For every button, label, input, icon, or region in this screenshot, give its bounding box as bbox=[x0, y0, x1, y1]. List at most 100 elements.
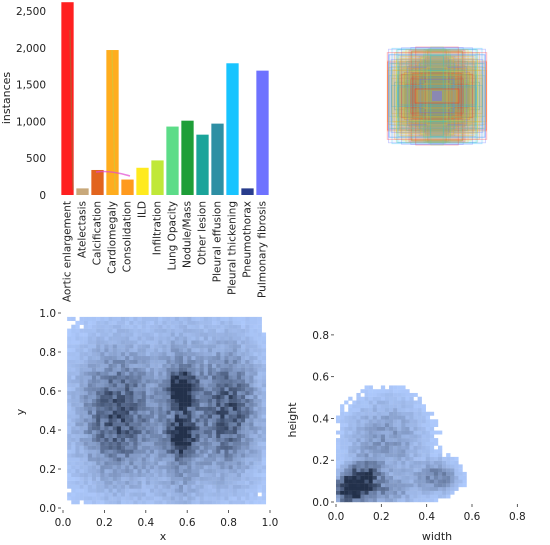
heatmap-cell bbox=[372, 471, 377, 476]
heatmap-cell bbox=[207, 402, 213, 407]
heatmap-cell bbox=[393, 404, 398, 409]
heatmap-cell bbox=[166, 418, 171, 423]
heatmap-cell bbox=[409, 396, 414, 401]
heatmap-cell bbox=[220, 406, 225, 411]
box bbox=[427, 48, 447, 144]
heatmap-cell bbox=[178, 387, 184, 392]
heatmap-cell bbox=[241, 414, 246, 419]
box bbox=[408, 71, 466, 121]
heatmap-cell bbox=[212, 352, 217, 357]
heatmap-cell bbox=[405, 430, 410, 435]
heatmap-cell bbox=[376, 434, 382, 439]
heatmap-cell bbox=[79, 422, 84, 427]
heatmap-cell bbox=[405, 456, 410, 461]
heatmap-cell bbox=[145, 344, 151, 349]
heatmap-cell bbox=[191, 402, 196, 407]
heatmap-cell bbox=[125, 328, 130, 333]
heatmap-cell bbox=[178, 328, 184, 333]
heatmap-cell bbox=[199, 449, 204, 454]
heatmap-cell bbox=[71, 433, 76, 438]
heatmap-cell bbox=[137, 336, 142, 341]
heatmap-cell bbox=[195, 316, 200, 321]
heatmap-cell bbox=[83, 457, 89, 462]
heatmap-cell bbox=[376, 430, 382, 435]
heatmap-cell bbox=[216, 500, 221, 505]
heatmap-cell bbox=[133, 453, 138, 458]
heatmap-cell bbox=[162, 320, 167, 325]
heatmap-cell bbox=[112, 359, 118, 364]
heatmap-cell bbox=[199, 437, 204, 442]
heatmap-cell bbox=[125, 402, 130, 407]
heatmap-cell bbox=[174, 406, 180, 411]
heatmap-cell bbox=[401, 408, 406, 412]
heatmap-cell bbox=[191, 461, 196, 466]
heatmap-cell bbox=[104, 488, 109, 493]
heatmap-cell bbox=[442, 475, 447, 480]
heatmap-cell bbox=[162, 332, 167, 337]
heatmap-cell bbox=[178, 359, 184, 364]
heatmap-cell bbox=[203, 469, 209, 474]
heatmap-cell bbox=[409, 456, 414, 461]
box bbox=[409, 84, 465, 108]
heatmap-cell bbox=[79, 363, 84, 368]
heatmap-cell bbox=[191, 469, 196, 474]
heatmap-cell bbox=[83, 472, 89, 477]
heatmap-cell bbox=[187, 418, 192, 423]
heatmap-cell bbox=[96, 496, 101, 501]
heatmap-cell bbox=[356, 415, 361, 420]
heatmap-cell bbox=[454, 460, 459, 465]
heatmap-cell bbox=[199, 441, 204, 446]
heatmap-cell bbox=[393, 453, 398, 458]
heatmap-cell bbox=[67, 359, 72, 364]
heatmap-cell bbox=[384, 423, 390, 427]
heatmap-cell bbox=[380, 423, 386, 427]
heatmap-cell bbox=[195, 375, 200, 380]
box bbox=[411, 73, 463, 119]
heatmap-cell bbox=[236, 461, 242, 466]
heatmap-cell bbox=[352, 498, 357, 503]
heatmap-cell bbox=[253, 371, 258, 376]
heatmap-cell bbox=[91, 344, 97, 349]
heatmap-cell bbox=[83, 332, 89, 337]
heatmap-cell bbox=[220, 465, 225, 470]
heatmap-cell bbox=[421, 468, 426, 473]
heatmap-cell bbox=[83, 383, 89, 388]
heatmap-cell bbox=[380, 475, 386, 480]
heatmap-cell bbox=[368, 426, 373, 431]
heatmap-cell bbox=[228, 445, 233, 450]
heatmap-cell bbox=[162, 492, 167, 497]
heatmap-cell bbox=[397, 449, 402, 454]
heatmap-cell bbox=[232, 426, 238, 431]
heatmap-cell bbox=[87, 465, 93, 470]
heatmap-cell bbox=[100, 492, 105, 497]
heatmap-cell bbox=[261, 492, 267, 497]
heatmap-cell bbox=[368, 494, 373, 499]
heatmap-cell bbox=[212, 371, 217, 376]
heatmap-cell bbox=[158, 332, 163, 337]
box bbox=[387, 48, 487, 144]
heatmap-cell bbox=[158, 445, 163, 450]
heatmap-cell bbox=[183, 465, 188, 470]
heatmap-cell bbox=[154, 418, 159, 423]
heatmap-cell bbox=[137, 500, 142, 505]
heatmap-cell bbox=[344, 456, 349, 461]
heatmap-cell bbox=[433, 479, 439, 484]
box bbox=[430, 68, 444, 124]
heatmap-cell bbox=[149, 406, 155, 411]
box bbox=[426, 80, 448, 112]
heatmap-cell bbox=[104, 492, 109, 497]
heatmap-cell bbox=[141, 394, 146, 399]
heatmap-cell bbox=[79, 484, 84, 489]
heatmap-cell bbox=[228, 496, 233, 501]
heatmap-cell bbox=[75, 402, 80, 407]
heatmap-cell bbox=[368, 423, 373, 427]
heatmap-cell bbox=[91, 445, 97, 450]
heatmap-cell bbox=[178, 422, 184, 427]
heatmap-cell bbox=[228, 441, 233, 446]
heatmap-cell bbox=[253, 414, 258, 419]
heatmap-cell bbox=[454, 483, 459, 488]
heatmap-cell bbox=[413, 426, 418, 431]
heatmap-cell bbox=[409, 445, 414, 450]
heatmap-cell bbox=[352, 430, 357, 435]
heatmap-cell bbox=[220, 500, 225, 505]
